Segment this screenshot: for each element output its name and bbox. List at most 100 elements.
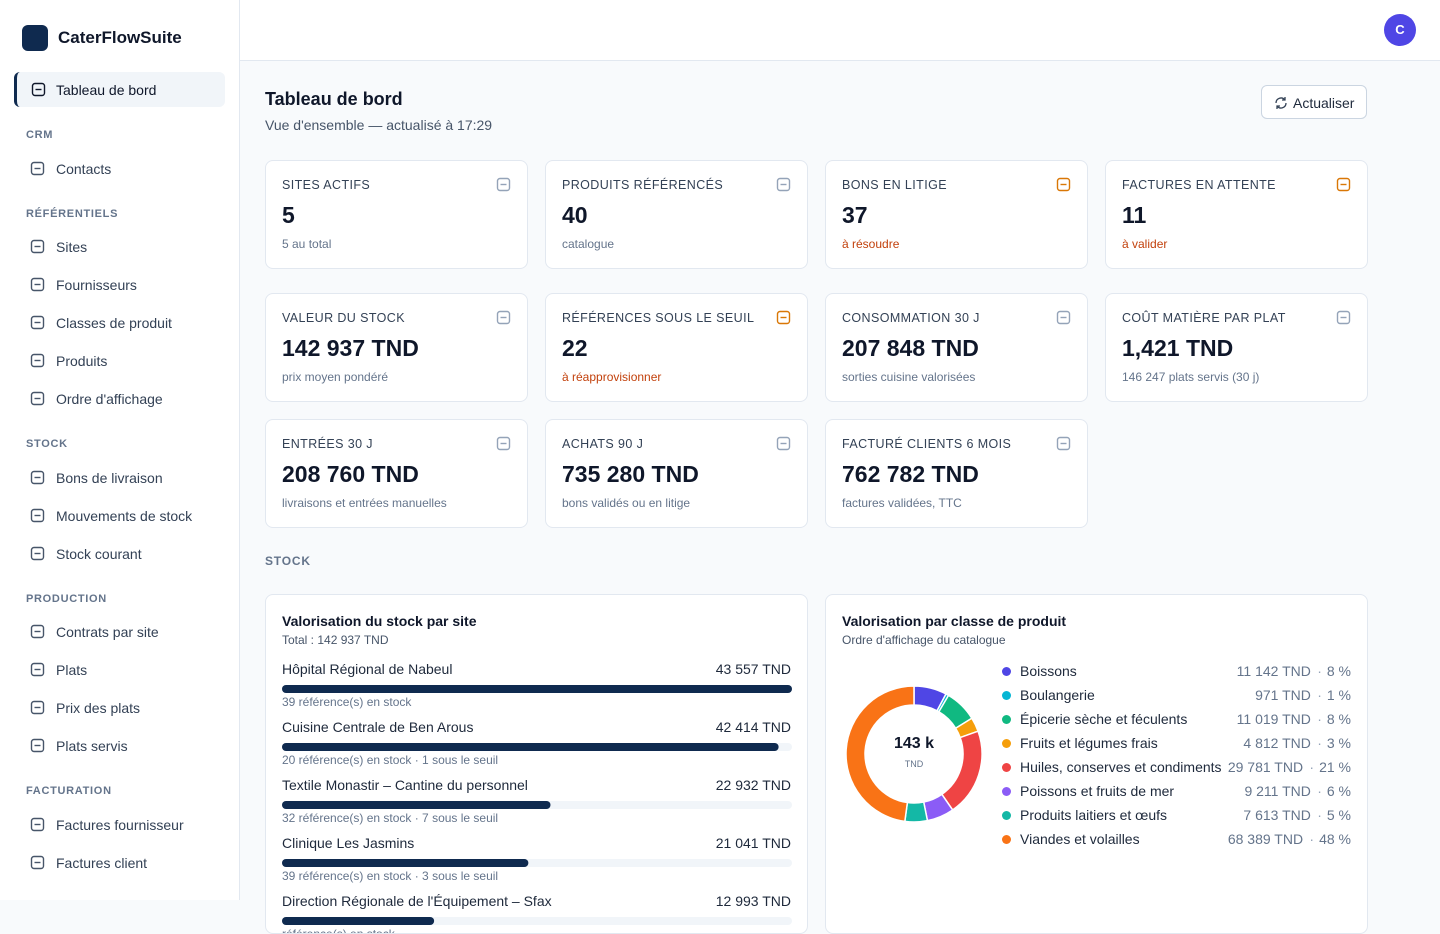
nav-item[interactable]: Bons de livraison xyxy=(14,461,225,495)
kpi-label: ENTRÉES 30 J xyxy=(282,437,373,451)
nav-label: Bons de livraison xyxy=(56,469,163,486)
panel-subtitle: Total : 142 937 TND xyxy=(282,633,389,647)
legend-share: 3 % xyxy=(1326,735,1351,751)
icon xyxy=(1336,310,1351,325)
site-value: 21 041 TND xyxy=(715,835,791,851)
icon xyxy=(30,817,45,831)
kpi-card: VALEUR DU STOCK 142 937 TND prix moyen pon… xyxy=(265,293,528,402)
icon xyxy=(30,239,45,254)
nav-item[interactable]: Fournisseurs xyxy=(14,268,225,302)
donut-segment xyxy=(845,685,915,823)
kpi-note: livraisons et entrées manuelles xyxy=(282,496,447,510)
kpi-value: 735 280 TND xyxy=(562,461,699,487)
icon xyxy=(776,177,791,192)
nav-label: Factures fournisseur xyxy=(56,816,184,833)
legend-name: Boulangerie xyxy=(1020,687,1095,703)
nav-label: Produits xyxy=(56,353,108,369)
icon-shape xyxy=(496,436,511,451)
kpi-note: factures validées, TTC xyxy=(842,496,962,510)
icon-shape xyxy=(30,470,45,484)
legend-separator: · xyxy=(1309,759,1315,775)
nav-item[interactable]: Factures fournisseur xyxy=(14,808,225,842)
legend-separator: · xyxy=(1317,807,1322,823)
nav-item[interactable]: Sites xyxy=(14,230,225,264)
kpi-card: ENTRÉES 30 J 208 760 TND livraisons et ent… xyxy=(265,419,528,528)
topbar: C xyxy=(240,0,1440,61)
nav-item[interactable]: Prix des plats xyxy=(14,691,225,725)
nav-item-active[interactable]: Tableau de bord xyxy=(14,72,225,107)
icon xyxy=(776,436,791,451)
kpi-note: bons validés ou en litige xyxy=(562,496,691,510)
avatar[interactable]: C xyxy=(1384,14,1416,46)
icon xyxy=(30,161,45,175)
nav-item[interactable]: Plats servis xyxy=(14,729,225,763)
legend-share: 8 % xyxy=(1326,663,1351,679)
nav-label: Mouvements de stock xyxy=(56,507,193,524)
kpi-value: 762 782 TND xyxy=(842,461,979,487)
icon xyxy=(30,315,45,330)
icon-shape xyxy=(1336,177,1351,192)
legend-name: Poissons et fruits de mer xyxy=(1020,783,1175,799)
legend-value: 4 812 TND xyxy=(1243,735,1311,751)
nav-group-title: FACTURATION xyxy=(26,785,112,797)
donut-center-value: 143 k xyxy=(894,735,934,752)
legend-value: 68 389 TND xyxy=(1227,831,1304,847)
panel-title: Valorisation par classe de produit xyxy=(842,613,1067,629)
refresh-label: Actualiser xyxy=(1293,95,1355,111)
bar xyxy=(282,859,529,867)
sidebar: CaterFlowSuite Tableau de bord CRM Contact… xyxy=(0,0,240,900)
kpi-note: à résoudre xyxy=(842,237,900,251)
nav-item[interactable]: Produits xyxy=(14,344,225,378)
nav-item[interactable]: Plats xyxy=(14,653,225,687)
site-detail: 39 référence(s) en stock xyxy=(282,695,412,709)
nav-item[interactable]: Classes de produit xyxy=(14,306,225,340)
nav-item[interactable]: Ordre d'affichage xyxy=(14,382,225,416)
nav-item[interactable]: Contacts xyxy=(14,152,225,186)
panel-title: Valorisation du stock par site xyxy=(282,613,477,629)
icon-shape xyxy=(31,82,46,97)
nav-item[interactable]: Stock courant xyxy=(14,537,225,571)
legend-name: Huiles, conserves et condiments xyxy=(1020,759,1222,775)
icon-shape xyxy=(30,624,45,639)
icon-shape xyxy=(496,310,511,325)
page-title: Tableau de bord xyxy=(265,89,403,109)
nav-label: Classes de produit xyxy=(56,315,172,331)
kpi-card: FACTURÉ CLIENTS 6 MOIS 762 782 TND facture… xyxy=(825,419,1088,528)
nav-label: Sites xyxy=(56,239,88,255)
icon xyxy=(1056,177,1071,192)
kpi-note: catalogue xyxy=(562,237,615,251)
panel: Valorisation par classe de produit Ordre … xyxy=(825,594,1368,934)
nav-label: Prix des plats xyxy=(56,700,141,716)
icon xyxy=(30,700,45,715)
icon xyxy=(30,624,45,639)
icon-shape xyxy=(30,315,45,330)
nav-item[interactable]: Mouvements de stock xyxy=(14,499,225,533)
kpi-value: 22 xyxy=(562,335,588,361)
icon-shape xyxy=(30,508,45,522)
icon-shape xyxy=(1056,177,1071,192)
legend-name: Boissons xyxy=(1020,663,1077,679)
site-value: 12 993 TND xyxy=(715,893,791,909)
icon-shape xyxy=(30,738,45,753)
icon xyxy=(496,436,511,451)
icon-shape xyxy=(30,546,45,560)
icon xyxy=(30,470,45,484)
kpi-label: CONSOMMATION 30 J xyxy=(842,311,980,325)
nav-item[interactable]: Factures client xyxy=(14,846,225,880)
bar xyxy=(282,917,435,925)
site-name: Clinique Les Jasmins xyxy=(282,835,415,851)
kpi-label: FACTURES EN ATTENTE xyxy=(1122,178,1276,192)
legend-dot xyxy=(1002,835,1011,844)
kpi-card: ACHATS 90 J 735 280 TND bons validés ou en… xyxy=(545,419,808,528)
nav-item[interactable]: Contrats par site xyxy=(14,615,225,649)
kpi-card: SITES ACTIFS 5 5 au total xyxy=(265,160,528,269)
kpi-label: FACTURÉ CLIENTS 6 MOIS xyxy=(842,437,1012,451)
refresh-button[interactable]: Actualiser xyxy=(1261,85,1367,119)
site-name: Textile Monastir – Cantine du personnel xyxy=(282,777,528,793)
icon-shape xyxy=(30,700,45,715)
kpi-label: VALEUR DU STOCK xyxy=(282,311,405,325)
kpi-card: BONS EN LITIGE 37 à résoudre xyxy=(825,160,1088,269)
kpi-label: RÉFÉRENCES SOUS LE SEUIL xyxy=(562,311,755,325)
